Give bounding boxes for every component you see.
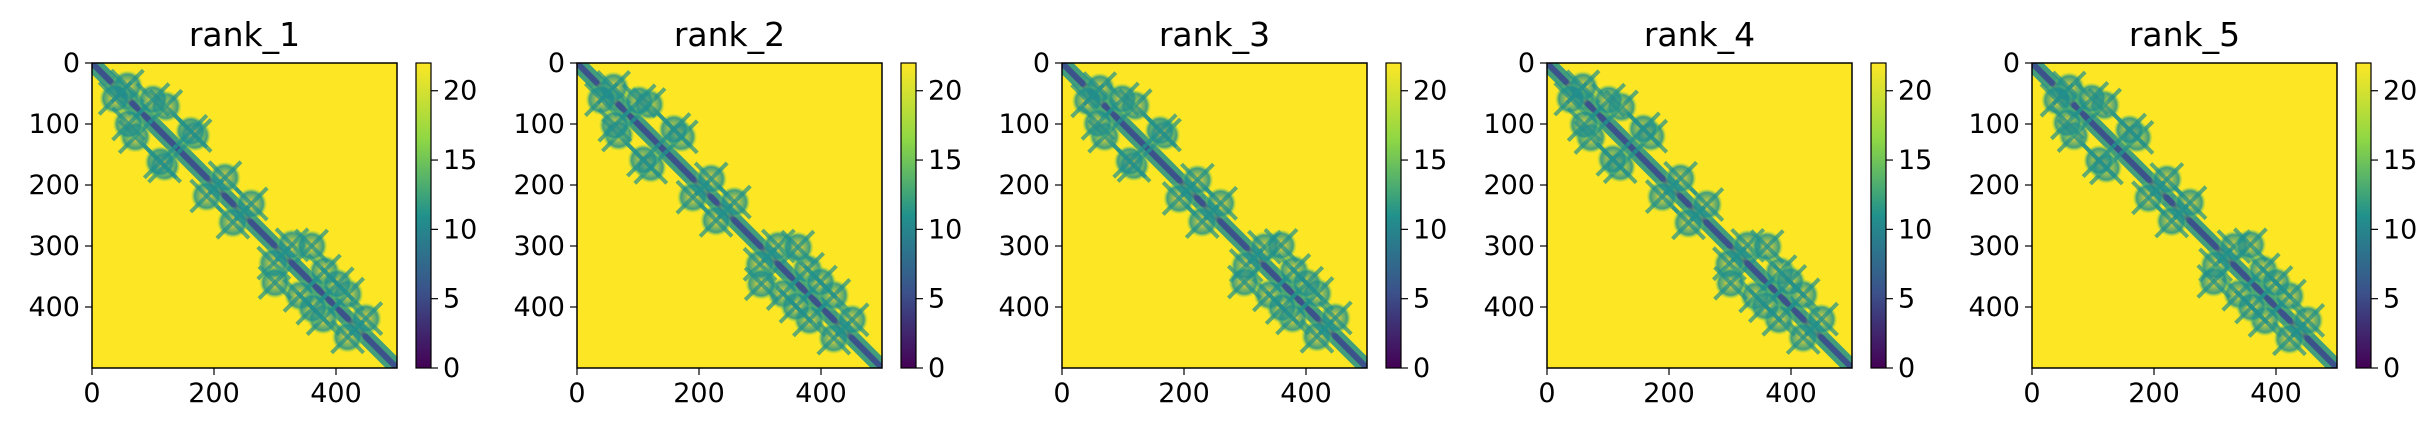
heatmap [2032,63,2337,368]
x-tick-label: 0 [568,378,585,409]
colorbar-tick-label: 10 [1898,214,1932,245]
chart-panel-2: rank_2 0 200 400 0 100 200 300 400 0 5 10 15 20 [513,15,962,409]
chart-panel-5: rank_5 0 200 400 0 100 200 300 400 0 5 10 15 20 [1968,15,2417,409]
x-tick-label: 0 [2023,378,2040,409]
colorbar-tick-label: 5 [1413,284,1430,315]
chart-title: rank_2 [674,15,785,54]
y-tick-label: 0 [63,48,80,79]
y-tick-label: 200 [513,170,565,201]
colorbar-tick-label: 10 [1413,214,1447,245]
x-tick-label: 200 [1158,378,1210,409]
colorbar [901,63,916,368]
y-tick-label: 200 [998,170,1050,201]
colorbar-tick-label: 15 [1898,145,1932,176]
y-tick-label: 100 [513,109,565,140]
y-tick-label: 300 [998,231,1050,262]
x-tick-label: 0 [1538,378,1555,409]
y-tick-label: 100 [1968,109,2020,140]
colorbar [1386,63,1401,368]
heatmap [92,63,397,368]
y-tick-label: 200 [1968,170,2020,201]
x-tick-label: 400 [795,378,847,409]
y-tick-label: 200 [1483,170,1535,201]
y-tick-label: 400 [998,292,1050,323]
chart-title: rank_3 [1159,15,1270,54]
colorbar-tick-label: 5 [1898,284,1915,315]
y-tick-label: 100 [1483,109,1535,140]
y-tick-label: 0 [2003,48,2020,79]
y-tick-label: 400 [28,292,80,323]
chart-panel-4: rank_4 0 200 400 0 100 200 300 400 0 5 10 15 20 [1483,15,1932,409]
chart-title: rank_1 [189,15,300,54]
colorbar-tick-label: 15 [928,145,962,176]
colorbar-tick-label: 10 [443,214,477,245]
colorbar [416,63,431,368]
colorbar [2356,63,2371,368]
colorbar-tick-label: 15 [1413,145,1447,176]
heatmap [577,63,882,368]
y-tick-label: 300 [513,231,565,262]
y-tick-label: 100 [998,109,1050,140]
colorbar-tick-label: 5 [928,284,945,315]
colorbar-tick-label: 20 [443,76,477,107]
colorbar-tick-label: 5 [2383,284,2400,315]
y-tick-label: 400 [1968,292,2020,323]
x-tick-label: 200 [1643,378,1695,409]
x-tick-label: 400 [310,378,362,409]
colorbar-tick-label: 0 [443,353,460,384]
colorbar-tick-label: 15 [2383,145,2417,176]
x-tick-label: 0 [83,378,100,409]
colorbar-tick-label: 5 [443,284,460,315]
x-tick-label: 0 [1053,378,1070,409]
chart-panel-1: rank_1 0 200 400 0 100 200 300 400 0 5 10 15 20 [28,15,477,409]
y-tick-label: 0 [1033,48,1050,79]
colorbar-tick-label: 10 [928,214,962,245]
y-tick-label: 100 [28,109,80,140]
colorbar-tick-label: 15 [443,145,477,176]
chart-title: rank_5 [2129,15,2240,54]
chart-title: rank_4 [1644,15,1755,54]
colorbar-tick-label: 0 [928,353,945,384]
colorbar-tick-label: 20 [2383,76,2417,107]
colorbar-tick-label: 20 [1413,76,1447,107]
heatmap [1547,63,1852,368]
y-tick-label: 300 [1483,231,1535,262]
colorbar-tick-label: 0 [1413,353,1430,384]
colorbar-tick-label: 20 [928,76,962,107]
y-tick-label: 300 [28,231,80,262]
x-tick-label: 200 [673,378,725,409]
y-tick-label: 400 [513,292,565,323]
colorbar-tick-label: 0 [1898,353,1915,384]
x-tick-label: 200 [188,378,240,409]
y-tick-label: 0 [1518,48,1535,79]
x-tick-label: 400 [2250,378,2302,409]
colorbar-tick-label: 10 [2383,214,2417,245]
y-tick-label: 200 [28,170,80,201]
y-tick-label: 0 [548,48,565,79]
x-tick-label: 200 [2128,378,2180,409]
colorbar-tick-label: 0 [2383,353,2400,384]
y-tick-label: 300 [1968,231,2020,262]
x-tick-label: 400 [1280,378,1332,409]
colorbar-tick-label: 20 [1898,76,1932,107]
heatmap [1062,63,1367,368]
chart-panel-3: rank_3 0 200 400 0 100 200 300 400 0 5 10 15 20 [998,15,1447,409]
x-tick-label: 400 [1765,378,1817,409]
colorbar [1871,63,1886,368]
y-tick-label: 400 [1483,292,1535,323]
